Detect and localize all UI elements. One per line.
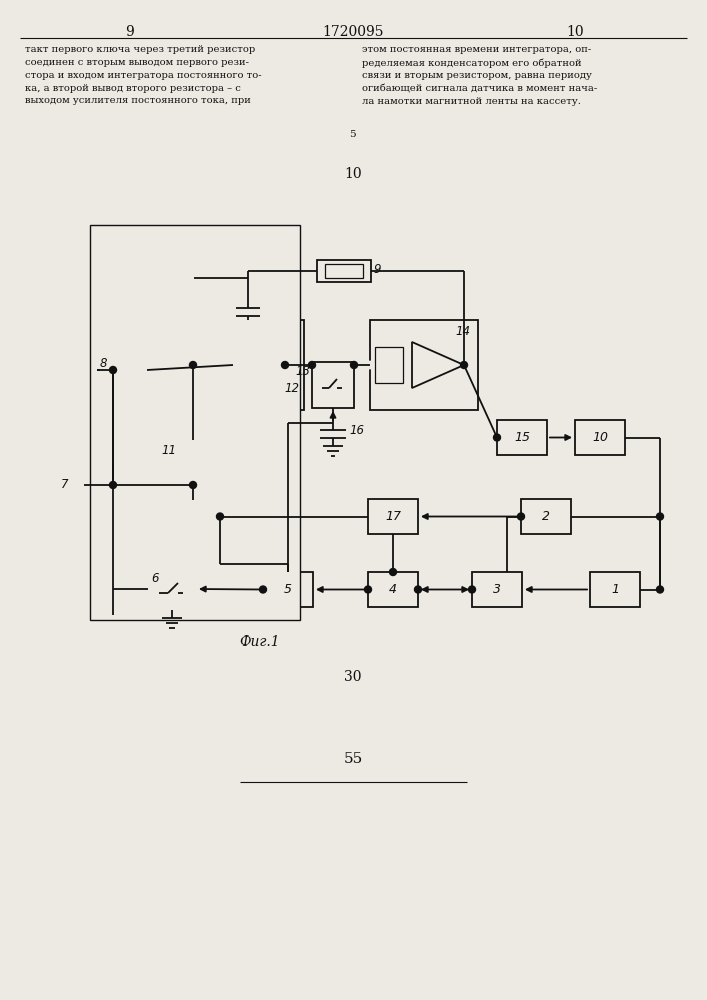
Circle shape <box>469 586 476 593</box>
Text: 1720095: 1720095 <box>322 25 384 39</box>
Bar <box>317 260 371 282</box>
Circle shape <box>366 361 373 368</box>
Bar <box>375 347 403 383</box>
Circle shape <box>76 481 84 489</box>
Text: 3: 3 <box>493 583 501 596</box>
Bar <box>575 420 625 455</box>
Bar <box>148 568 196 610</box>
Text: 8: 8 <box>100 357 107 370</box>
Text: 55: 55 <box>344 752 363 766</box>
Text: 9: 9 <box>126 25 134 39</box>
Circle shape <box>281 361 288 368</box>
Text: 14: 14 <box>455 325 470 338</box>
Text: 17: 17 <box>385 510 401 523</box>
Circle shape <box>351 361 358 368</box>
Circle shape <box>183 590 189 596</box>
Circle shape <box>342 385 348 391</box>
Text: 12: 12 <box>284 382 300 395</box>
Bar <box>184 454 202 486</box>
Bar <box>325 264 363 278</box>
Circle shape <box>153 590 159 596</box>
Bar <box>196 320 304 410</box>
Text: 5: 5 <box>349 130 356 139</box>
Text: 13: 13 <box>295 365 310 378</box>
Text: 15: 15 <box>514 431 530 444</box>
Bar <box>368 499 418 534</box>
Text: 10: 10 <box>592 431 608 444</box>
Bar <box>497 420 547 455</box>
Text: этом постоянная времени интегратора, оп-
ределяемая конденсатором его обратной
с: этом постоянная времени интегратора, оп-… <box>362 45 597 106</box>
Circle shape <box>390 568 397 576</box>
Bar <box>370 320 478 410</box>
Bar <box>178 440 208 500</box>
Text: 10: 10 <box>566 25 584 39</box>
Circle shape <box>657 513 663 520</box>
Text: 6: 6 <box>151 572 158 585</box>
Text: 30: 30 <box>344 670 362 684</box>
Circle shape <box>230 361 237 368</box>
Text: 4: 4 <box>389 583 397 596</box>
Circle shape <box>657 586 663 593</box>
Bar <box>368 572 418 607</box>
Bar <box>97 352 147 388</box>
Circle shape <box>110 366 117 373</box>
Text: 2: 2 <box>542 510 550 523</box>
Bar <box>521 499 571 534</box>
Circle shape <box>316 385 322 391</box>
Text: 10: 10 <box>344 167 362 181</box>
Text: 16: 16 <box>349 424 364 436</box>
Text: 5: 5 <box>284 583 292 596</box>
Bar <box>590 572 640 607</box>
Bar <box>106 363 136 377</box>
Circle shape <box>110 482 117 488</box>
Text: 9: 9 <box>373 263 380 276</box>
Circle shape <box>189 482 197 488</box>
Circle shape <box>460 361 467 368</box>
Circle shape <box>518 513 525 520</box>
Bar <box>312 362 354 408</box>
Text: 11: 11 <box>161 444 176 457</box>
Text: 1: 1 <box>611 583 619 596</box>
Circle shape <box>414 586 421 593</box>
Bar <box>472 572 522 607</box>
Circle shape <box>493 434 501 441</box>
Circle shape <box>308 361 315 368</box>
Text: такт первого ключа через третий резистор
соединен с вторым выводом первого рези-: такт первого ключа через третий резистор… <box>25 45 262 105</box>
Circle shape <box>189 361 197 368</box>
Circle shape <box>230 361 237 368</box>
Circle shape <box>365 586 371 593</box>
Text: Фиг.1: Фиг.1 <box>240 635 280 649</box>
Bar <box>90 225 300 620</box>
Circle shape <box>259 586 267 593</box>
Bar <box>263 572 313 607</box>
Text: 7: 7 <box>61 479 68 491</box>
Circle shape <box>216 513 223 520</box>
